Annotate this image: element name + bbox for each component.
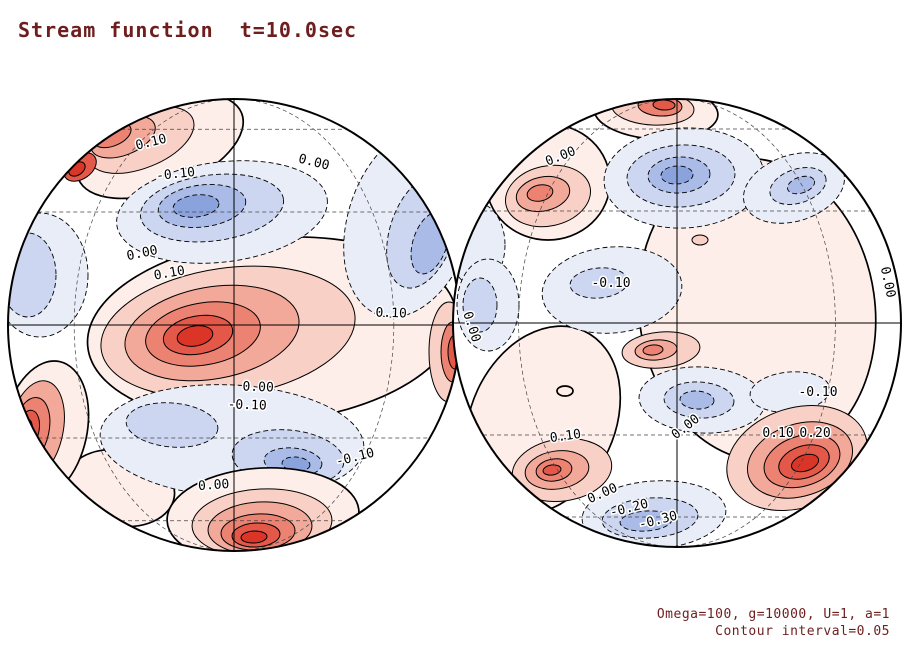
contour-region	[526, 184, 554, 202]
contour-label: -0.10	[798, 385, 837, 400]
contour-region	[642, 344, 664, 356]
contour-label: 0.10	[375, 305, 407, 321]
contour-label: 0.10	[549, 427, 582, 446]
contour-label: 0.10	[153, 263, 186, 283]
contour-region	[125, 402, 219, 448]
contour-label: -0.10	[591, 276, 630, 291]
meridian-gridline	[518, 99, 836, 547]
contour-label: 0.20	[799, 426, 830, 441]
hemisphere-outline	[452, 98, 902, 548]
contour-region	[787, 175, 815, 195]
parameters-label: Omega=100, g=10000, U=1, a=1	[656, 607, 890, 622]
contour-label: -0.10	[155, 165, 195, 184]
contour-label: 0.10	[762, 426, 793, 441]
contour-region	[569, 267, 629, 299]
contour-region	[556, 385, 574, 397]
contour-region	[691, 234, 709, 246]
contour-region	[542, 464, 562, 476]
western-hemisphere	[8, 99, 460, 551]
contour-region	[240, 530, 268, 544]
contour-interval-label: Contour interval=0.05	[715, 624, 890, 639]
contour-label: 0.00	[242, 379, 274, 395]
contour-region	[619, 510, 673, 532]
meridian-gridline	[73, 99, 395, 551]
contour-region	[679, 390, 715, 410]
plot-footer: Omega=100, g=10000, U=1, a=1 Contour int…	[657, 606, 890, 640]
contour-label: -0.10	[227, 397, 267, 413]
contour-label: 0.00	[198, 477, 230, 494]
contour-region	[176, 325, 214, 347]
contour-region	[172, 194, 220, 218]
contour-region	[462, 277, 498, 333]
eastern-hemisphere	[453, 99, 901, 547]
page-title: Stream function t=10.0sec	[18, 18, 358, 42]
